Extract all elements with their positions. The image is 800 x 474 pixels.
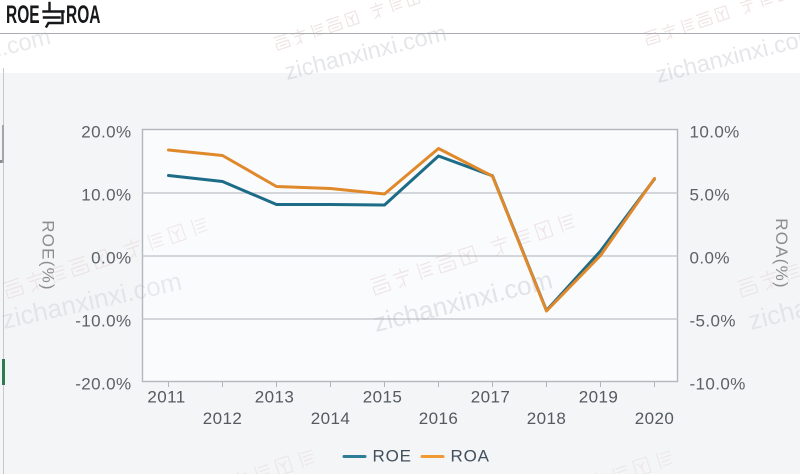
svg-text:zichanxinxi.com: zichanxinxi.com — [282, 19, 449, 84]
svg-text:10.0%: 10.0% — [690, 123, 740, 142]
svg-text:2012: 2012 — [203, 409, 242, 428]
svg-text:-5.0%: -5.0% — [690, 312, 736, 331]
svg-text:-10.0%: -10.0% — [75, 312, 131, 331]
svg-text:zichanxinxi.com: zichanxinxi.com — [653, 22, 800, 87]
svg-text:2020: 2020 — [635, 409, 674, 428]
svg-text:-20.0%: -20.0% — [75, 375, 131, 394]
svg-text:2016: 2016 — [419, 409, 458, 428]
svg-text:2018: 2018 — [527, 409, 566, 428]
svg-text:2019: 2019 — [579, 388, 618, 407]
svg-text:ROE(%): ROE(%) — [39, 220, 58, 290]
svg-text:ROA: ROA — [451, 447, 490, 466]
svg-text:ROA(%): ROA(%) — [772, 218, 791, 288]
svg-text:20.0%: 20.0% — [81, 123, 131, 142]
svg-text:-10.0%: -10.0% — [690, 375, 746, 394]
svg-text:2017: 2017 — [471, 388, 510, 407]
svg-text:ROE: ROE — [373, 447, 412, 466]
svg-text:2011: 2011 — [147, 388, 185, 407]
svg-text:0.0%: 0.0% — [91, 249, 131, 268]
svg-text:2015: 2015 — [363, 388, 402, 407]
svg-text:xi.com: xi.com — [0, 23, 53, 65]
svg-text:0.0%: 0.0% — [690, 249, 730, 268]
svg-text:2013: 2013 — [255, 388, 294, 407]
svg-text:5.0%: 5.0% — [690, 186, 730, 205]
svg-text:2014: 2014 — [311, 409, 350, 428]
svg-text:10.0%: 10.0% — [81, 186, 131, 205]
